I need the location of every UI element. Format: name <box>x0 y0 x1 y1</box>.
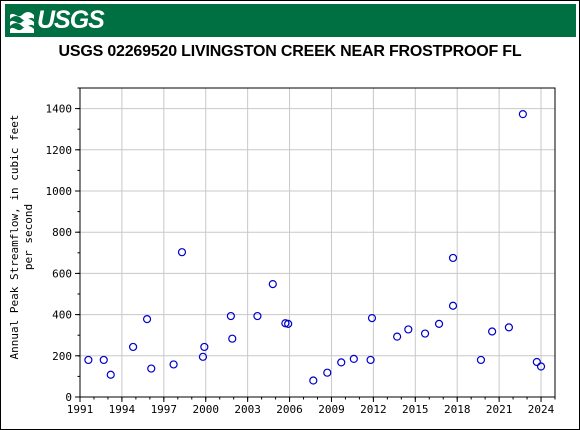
x-tick-labels: 1991 1994 1997 2000 2003 2006 2009 2012 2015 2018… <box>67 403 555 416</box>
y-tick-label: 800 <box>52 226 72 239</box>
data-point <box>200 342 209 352</box>
data-point <box>198 352 208 361</box>
y-tick-label: 1000 <box>46 185 73 198</box>
data-point <box>367 314 377 323</box>
data-point <box>404 325 413 334</box>
usgs-banner: USGS <box>5 4 576 37</box>
x-tick-label: 2015 <box>402 403 429 416</box>
data-point <box>169 360 178 369</box>
data-point <box>536 362 546 371</box>
data-point <box>434 319 444 328</box>
x-tick-label: 2000 <box>192 403 219 416</box>
data-point <box>84 355 93 365</box>
x-tick-label: 1991 <box>67 403 94 416</box>
data-point <box>226 311 235 321</box>
grid-layer <box>79 88 555 398</box>
y-tick-label: 400 <box>52 309 72 322</box>
data-point <box>337 358 346 367</box>
y-tick-label: 1200 <box>46 144 73 157</box>
x-tick-label: 2012 <box>360 403 387 416</box>
data-point <box>128 342 138 352</box>
usgs-logo[interactable]: USGS <box>5 4 105 37</box>
y-tick-labels: 0 200 400 600 800 1000 1200 1400 <box>46 103 73 404</box>
data-point <box>532 357 541 367</box>
x-tick-label: 1997 <box>151 403 178 416</box>
data-point <box>309 376 318 385</box>
data-point <box>268 280 277 289</box>
data-point <box>99 355 108 365</box>
usgs-wave-icon <box>10 11 34 33</box>
data-point <box>393 332 402 341</box>
tick-layer <box>75 87 556 402</box>
y-tick-label: 600 <box>52 267 72 280</box>
data-point <box>253 311 262 321</box>
data-point <box>488 327 497 336</box>
y-axis-label-line2: per second <box>22 204 35 270</box>
x-tick-label: 2024 <box>528 403 555 416</box>
data-point <box>504 323 513 332</box>
x-tick-label: 2018 <box>444 403 471 416</box>
x-tick-label: 1994 <box>109 403 136 416</box>
data-point <box>106 370 115 379</box>
usgs-logo-text: USGS <box>37 6 105 34</box>
data-point <box>228 334 237 343</box>
chart-title: USGS 02269520 LIVINGSTON CREEK NEAR FROS… <box>58 43 522 60</box>
data-point <box>420 329 430 338</box>
data-point <box>177 248 187 257</box>
plot-area-border <box>79 87 556 398</box>
data-points <box>84 110 546 385</box>
x-tick-label: 2003 <box>234 403 261 416</box>
data-point <box>518 110 527 119</box>
data-point <box>448 253 458 263</box>
data-point <box>349 354 358 363</box>
y-tick-label: 200 <box>52 350 72 363</box>
data-point <box>323 368 332 377</box>
y-tick-label: 1400 <box>46 103 73 116</box>
data-point <box>147 364 156 373</box>
data-point <box>448 301 458 310</box>
x-tick-label: 2006 <box>276 403 303 416</box>
x-tick-label: 2009 <box>318 403 345 416</box>
data-point <box>142 315 152 324</box>
data-point <box>476 355 486 365</box>
y-axis-label-line1: Annual Peak Streamflow, in cubic feet <box>8 114 21 359</box>
x-tick-label: 2021 <box>486 403 513 416</box>
y-tick-label: 0 <box>65 391 72 404</box>
data-point <box>284 319 293 328</box>
data-point <box>366 355 375 365</box>
